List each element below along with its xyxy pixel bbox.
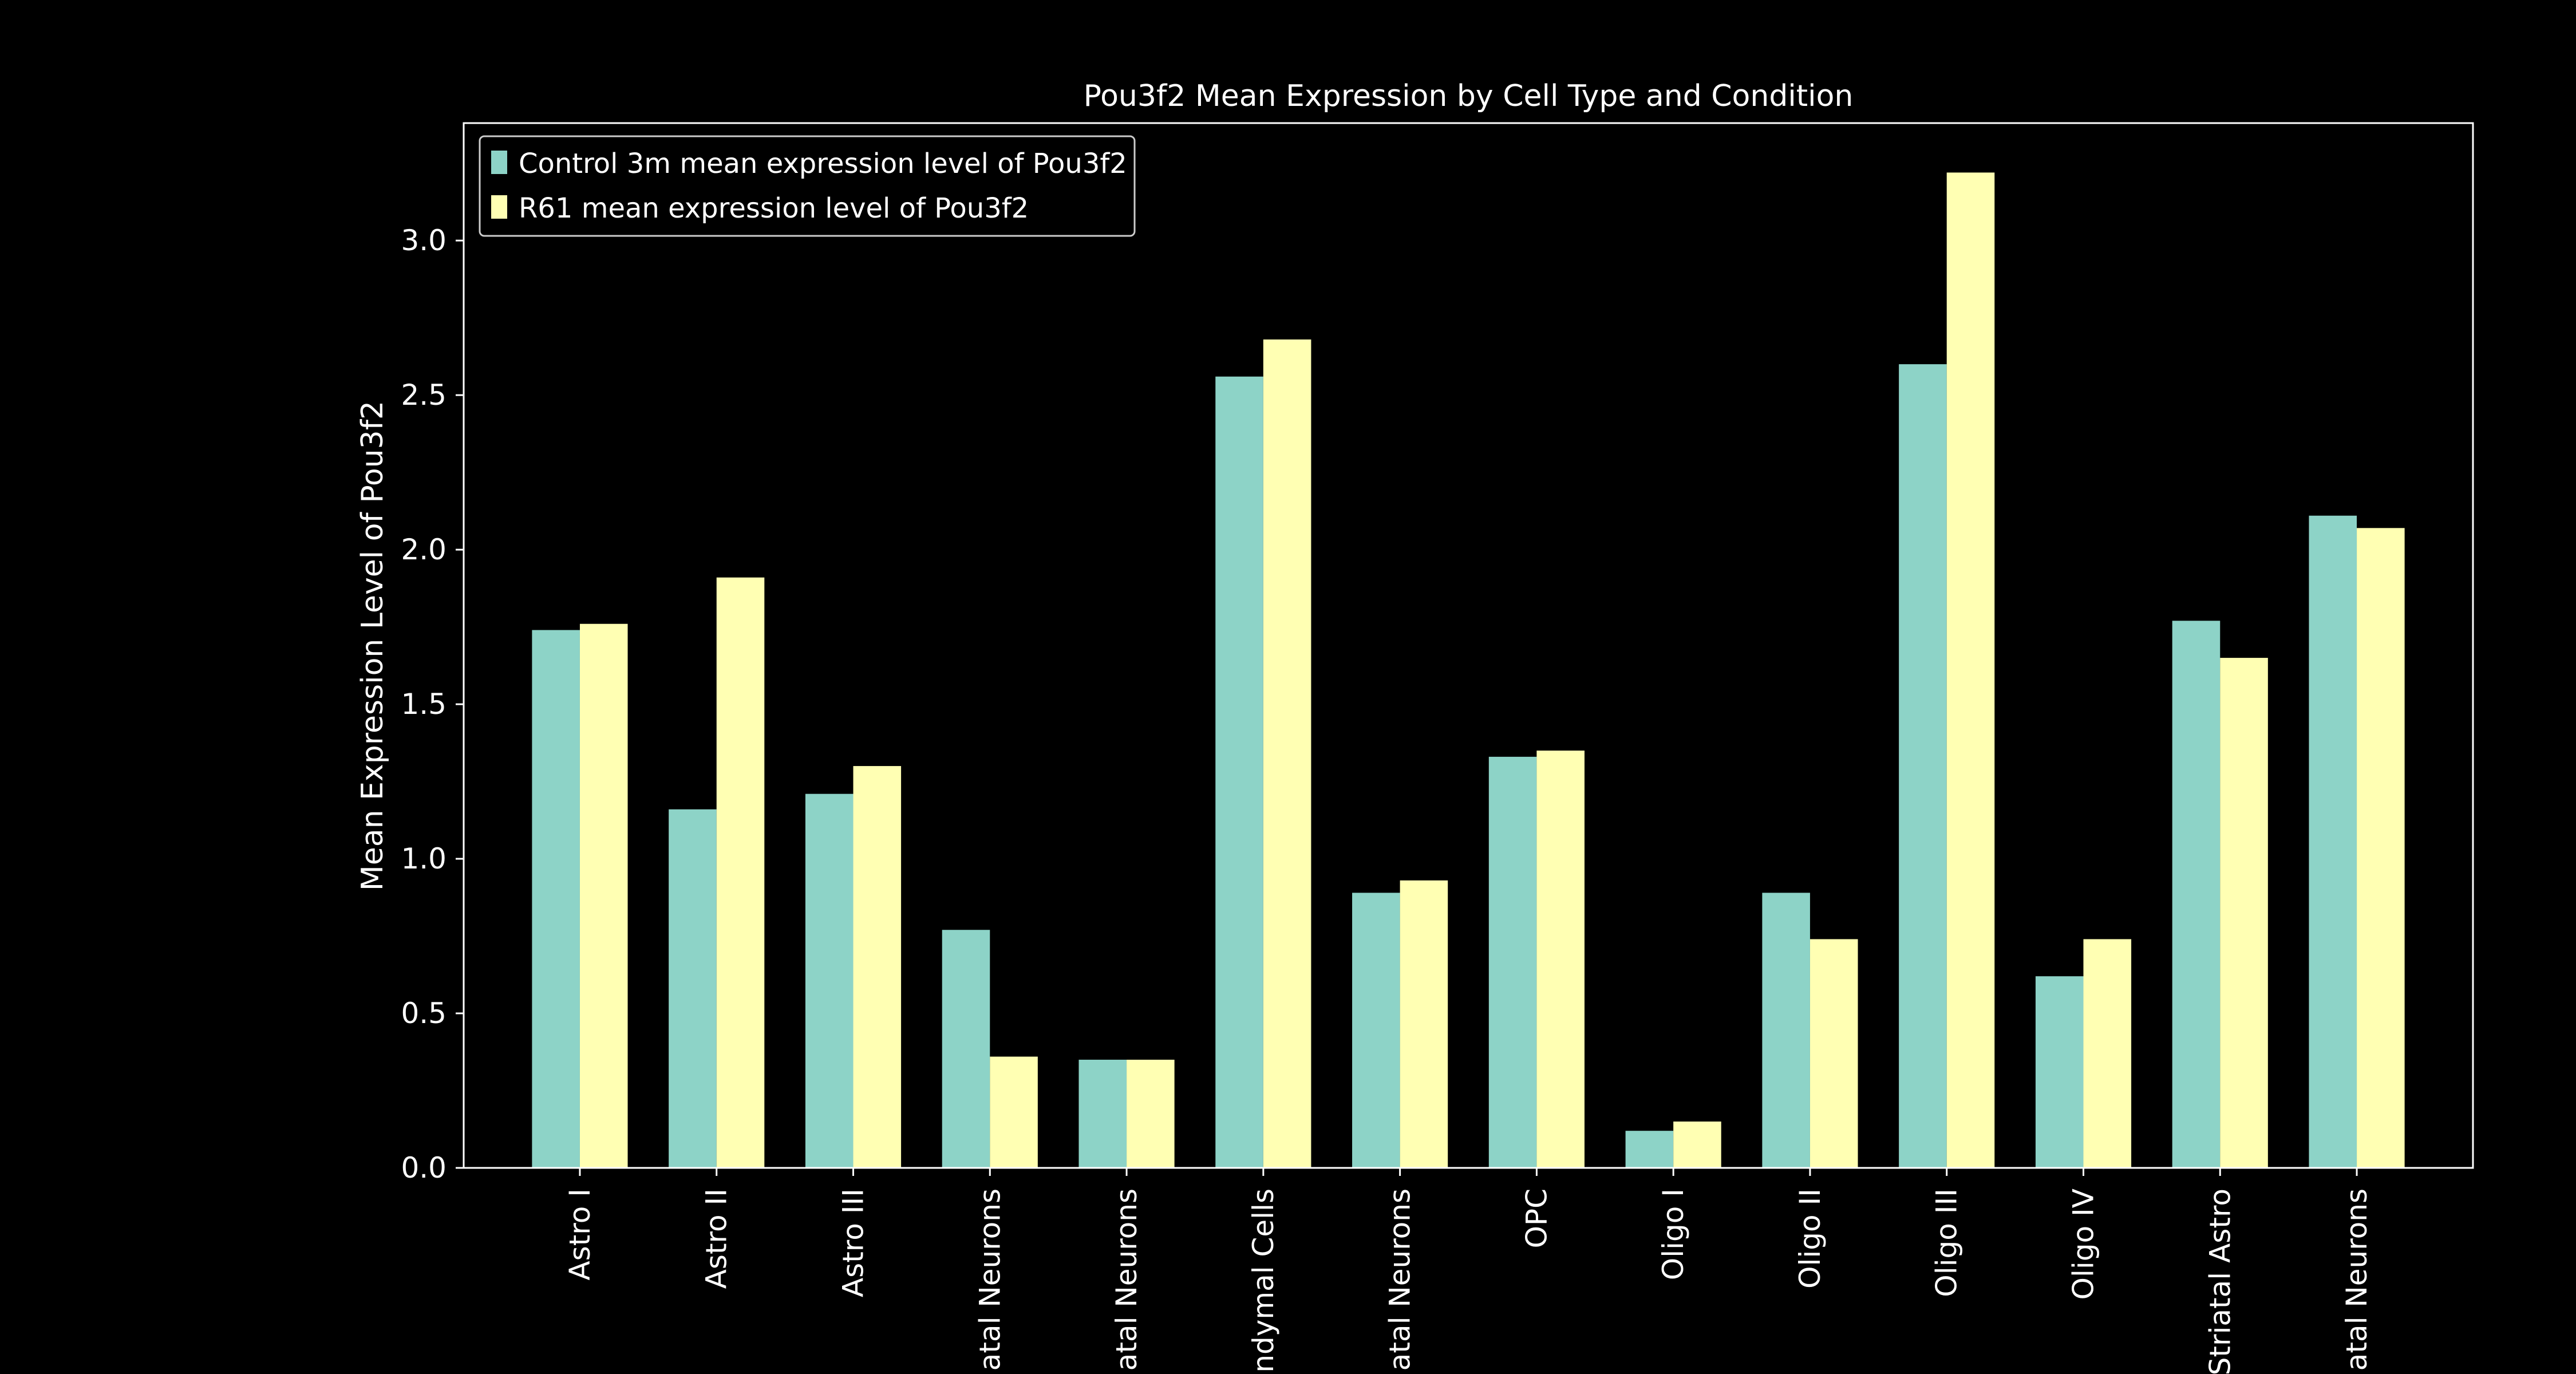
bar-r61-6 <box>1400 880 1448 1168</box>
y-tick-label-6: 3.0 <box>401 224 447 257</box>
x-axis-ticks: Astro I Astro II Astro III atal Neurons atal… <box>563 1168 2373 1374</box>
x-tick-label-0: Astro I <box>563 1189 596 1281</box>
bar-control-3 <box>942 930 990 1168</box>
bar-control-9 <box>1762 893 1810 1168</box>
x-tick-label-6: atal Neurons <box>1384 1189 1417 1371</box>
bar-r61-1 <box>716 577 765 1168</box>
bar-r61-0 <box>579 623 628 1168</box>
y-axis-label: Mean Expression Level of Pou3f2 <box>355 401 390 891</box>
y-tick-label-4: 2.0 <box>401 533 447 566</box>
y-tick-label-1: 0.5 <box>401 997 447 1030</box>
bar-r61-2 <box>853 766 902 1168</box>
bar-r61-8 <box>1673 1122 1721 1168</box>
bar-control-13 <box>2309 515 2357 1168</box>
bars-group <box>532 172 2405 1168</box>
x-tick-label-10: Oligo III <box>1930 1189 1963 1297</box>
bar-control-6 <box>1352 893 1400 1168</box>
bar-r61-3 <box>990 1056 1038 1168</box>
legend: Control 3m mean expression level of Pou3… <box>479 135 1136 237</box>
legend-box <box>479 135 1136 237</box>
x-tick-label-3: atal Neurons <box>973 1189 1006 1371</box>
bar-r61-11 <box>2083 939 2132 1168</box>
y-tick-label-5: 2.5 <box>401 378 447 412</box>
x-tick-label-4: atal Neurons <box>1110 1189 1143 1371</box>
bar-control-5 <box>1215 376 1263 1168</box>
bar-control-11 <box>2035 976 2084 1168</box>
bar-r61-10 <box>1946 172 1995 1168</box>
plot-frame <box>463 122 2474 1169</box>
x-tick-label-5: ndymal Cells <box>1247 1189 1280 1373</box>
chart-title: Pou3f2 Mean Expression by Cell Type and … <box>1084 79 1854 113</box>
x-tick-label-8: Oligo I <box>1657 1189 1690 1280</box>
y-tick-label-3: 1.5 <box>401 688 447 721</box>
bar-r61-12 <box>2220 658 2268 1168</box>
x-tick-label-2: Astro III <box>837 1189 870 1297</box>
bar-r61-7 <box>1536 751 1585 1168</box>
bar-control-12 <box>2172 621 2221 1168</box>
legend-swatch-control <box>491 151 507 174</box>
bar-r61-13 <box>2357 528 2405 1168</box>
legend-label-r61: R61 mean expression level of Pou3f2 <box>519 192 1029 224</box>
bar-control-7 <box>1488 756 1537 1168</box>
bar-control-8 <box>1625 1131 1674 1168</box>
bar-control-1 <box>669 809 717 1168</box>
bar-r61-5 <box>1263 339 1311 1168</box>
x-tick-label-9: Oligo II <box>1793 1189 1827 1289</box>
y-tick-label-0: 0.0 <box>401 1151 447 1185</box>
x-tick-label-13: atal Neurons <box>2340 1189 2373 1371</box>
legend-swatch-r61 <box>491 195 507 219</box>
bar-control-10 <box>1899 364 1947 1168</box>
x-tick-label-11: Oligo IV <box>2067 1189 2100 1300</box>
bar-control-2 <box>805 793 854 1168</box>
y-axis-ticks: 0.0 0.5 1.0 1.5 2.0 2.5 3.0 <box>401 224 464 1185</box>
x-tick-label-12: Striatal Astro <box>2203 1189 2237 1374</box>
bar-r61-4 <box>1127 1060 1175 1168</box>
legend-label-control: Control 3m mean expression level of Pou3… <box>519 148 1127 180</box>
y-tick-label-2: 1.0 <box>401 842 447 875</box>
bar-control-4 <box>1078 1060 1127 1168</box>
x-tick-label-7: OPC <box>1520 1189 1553 1248</box>
bar-control-0 <box>532 630 580 1168</box>
x-tick-label-1: Astro II <box>700 1189 733 1289</box>
bar-r61-9 <box>1809 939 1858 1168</box>
